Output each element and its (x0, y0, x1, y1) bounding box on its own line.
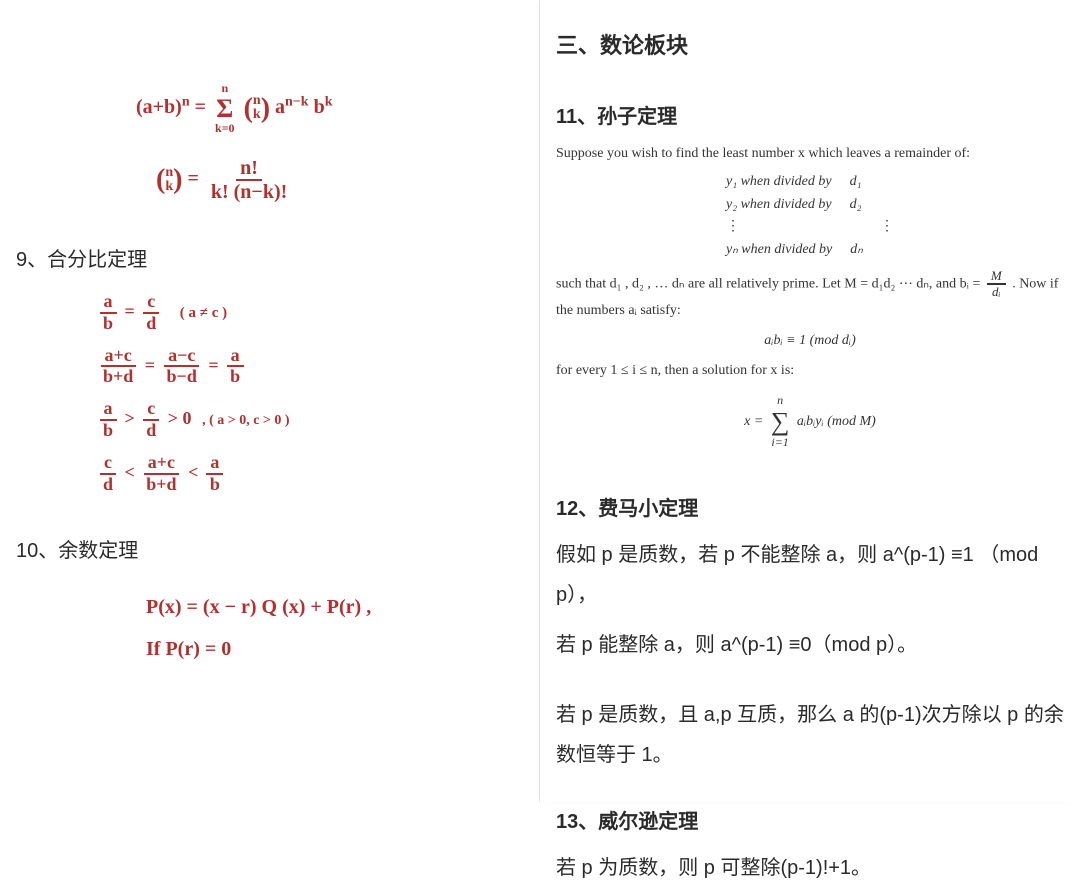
n: c (143, 292, 159, 314)
eq: = (208, 355, 223, 375)
sigma-bot: k=0 (215, 120, 235, 137)
sigma-glyph: Σ (216, 97, 233, 120)
eq: = (145, 355, 160, 375)
l: y₂ when divided by (726, 194, 832, 216)
d: d (142, 421, 160, 441)
poly-line-1: P(x) = (x − r) Q (x) + P(r) , (146, 593, 523, 621)
poly-handwriting: P(x) = (x − r) Q (x) + P(r) , If P(r) = … (146, 593, 523, 663)
ratio-handwriting: ab = cd ( a ≠ c ) a+cb+d = a−cb−d = ab a… (96, 292, 523, 494)
wilson-line: 若 p 为质数，则 p 可整除(p-1)!+1。 (556, 848, 1064, 888)
r: d₁ (850, 171, 862, 193)
ratio-line-1: ab = cd ( a ≠ c ) (96, 292, 523, 334)
term-b: b (309, 96, 325, 118)
num: n! (236, 157, 262, 181)
sigma-icon: n Σ k=0 (215, 80, 235, 137)
binom2-top: n (165, 166, 173, 180)
section-9-title: 9、合分比定理 (16, 243, 523, 272)
fermat-line-3: 若 p 是质数，且 a,p 互质，那么 a 的(p-1)次方除以 p 的余数恒等… (556, 695, 1064, 775)
ratio-line-4: cd < a+cb+d < ab (96, 453, 523, 495)
exp: n (182, 94, 190, 109)
term: aᵢbᵢyᵢ (mod M) (797, 414, 876, 429)
txt: (a+b) (136, 96, 182, 118)
op: < (188, 462, 203, 482)
eq: = (190, 96, 211, 118)
d: b+d (99, 367, 137, 387)
n: a+c (144, 453, 179, 475)
pre: x = (744, 414, 767, 429)
n: M (987, 269, 1006, 285)
crt-solution: x = n ∑ i=1 aᵢbᵢyᵢ (mod M) (556, 391, 1064, 453)
fermat-line-1: 假如 p 是质数，若 p 不能整除 a，则 a^(p-1) ≡1 （mod p）… (556, 535, 1064, 615)
d: b+d (142, 475, 180, 495)
crt-intro: Suppose you wish to find the least numbe… (556, 143, 1064, 165)
t: such that d₁ , d₂ , … dₙ are all relativ… (556, 276, 984, 291)
n: a (206, 453, 223, 475)
page: (a+b)n = n Σ k=0 nk an−k bk nk = n! k! (… (0, 0, 1080, 802)
cond: ( a ≠ c ) (180, 305, 227, 321)
term-a-exp: n−k (285, 94, 309, 109)
bot: i=1 (771, 433, 788, 452)
section-13-title: 13、威尔逊定理 (556, 805, 1064, 834)
n: c (143, 399, 159, 421)
d: b (226, 367, 244, 387)
term-a: a (275, 96, 285, 118)
crt-block: Suppose you wish to find the least numbe… (556, 143, 1064, 452)
d: b (99, 314, 117, 334)
binomial-handwriting: (a+b)n = n Σ k=0 nk an−k bk nk = n! k! (… (136, 80, 523, 203)
op: < (125, 462, 140, 482)
binomial-line-1: (a+b)n = n Σ k=0 nk an−k bk (136, 80, 523, 137)
sigma-icon: n ∑ i=1 (771, 391, 790, 453)
binom: nk (244, 89, 270, 128)
d: d (142, 314, 160, 334)
section-10-title: 10、余数定理 (16, 534, 523, 563)
n: a+c (101, 346, 136, 368)
op: > (125, 408, 140, 428)
den: k! (n−k)! (207, 181, 291, 203)
section-12-title: 12、费马小定理 (556, 492, 1064, 521)
d: b (99, 421, 117, 441)
eq: = (125, 301, 140, 321)
l: yₙ when divided by (726, 239, 832, 261)
ratio-line-2: a+cb+d = a−cb−d = ab (96, 346, 523, 388)
left-column: (a+b)n = n Σ k=0 nk an−k bk nk = n! k! (… (0, 0, 540, 802)
r: dₙ (850, 239, 863, 261)
d: d (99, 475, 117, 495)
binom2: nk (156, 160, 182, 199)
sigma-glyph: ∑ (771, 410, 790, 433)
n: a (100, 292, 117, 314)
cond: , ( a > 0, c > 0 ) (202, 413, 290, 428)
crt-table: y₁ when divided by d₁ y₂ when divided by d… (726, 171, 1064, 261)
binom-top: n (253, 94, 261, 108)
n: a−c (164, 346, 199, 368)
binom2-bot: k (165, 180, 173, 194)
op: > 0 (168, 408, 192, 428)
l: y₁ when divided by (726, 171, 832, 193)
right-column: 三、数论板块 11、孙子定理 Suppose you wish to find … (540, 0, 1080, 802)
poly-line-2: If P(r) = 0 (146, 635, 523, 663)
eq2: = (187, 168, 203, 190)
binom-bot: k (253, 108, 261, 122)
section-3-title: 三、数论板块 (556, 28, 1064, 60)
dots: ⋮ (880, 216, 894, 238)
crt-para3: for every 1 ≤ i ≤ n, then a solution for… (556, 360, 1064, 382)
r: d₂ (850, 194, 862, 216)
frac-nk: n! k! (n−k)! (207, 157, 291, 203)
d: b (206, 475, 224, 495)
n: c (100, 453, 116, 475)
dots: ⋮ (726, 216, 740, 238)
crt-congruence: aᵢbᵢ ≡ 1 (mod dᵢ) (556, 330, 1064, 352)
crt-para2: such that d₁ , d₂ , … dₙ are all relativ… (556, 269, 1064, 322)
term-b-exp: k (325, 94, 333, 109)
d: b−d (163, 367, 201, 387)
n: a (227, 346, 244, 368)
binomial-line-2: nk = n! k! (n−k)! (156, 157, 523, 203)
section-11-title: 11、孙子定理 (556, 100, 1064, 129)
fermat-line-2: 若 p 能整除 a，则 a^(p-1) ≡0（mod p）。 (556, 625, 1064, 665)
ratio-line-3: ab > cd > 0 , ( a > 0, c > 0 ) (96, 399, 523, 441)
n: a (100, 399, 117, 421)
d: dᵢ (988, 285, 1005, 299)
